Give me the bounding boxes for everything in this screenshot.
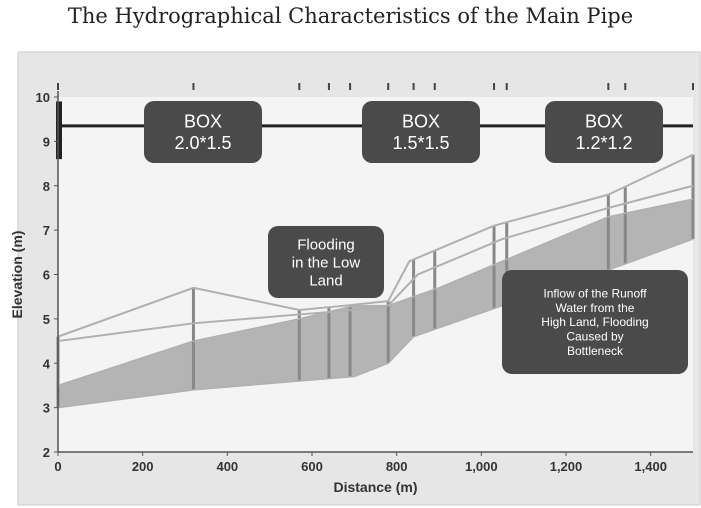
annotation-text: Inflow of the Runoff xyxy=(543,286,647,300)
x-tick-label: 0 xyxy=(54,459,61,474)
annotation-text: Flooding xyxy=(297,236,355,253)
x-tick-label: 600 xyxy=(301,459,323,474)
x-axis-label: Distance (m) xyxy=(333,479,417,495)
annotation-text: 1.2*1.2 xyxy=(575,133,632,153)
x-tick-label: 1,400 xyxy=(634,459,667,474)
x-tick-label: 200 xyxy=(132,459,154,474)
y-tick-label: 5 xyxy=(43,312,50,327)
annotation-text: BOX xyxy=(402,112,440,132)
annotation-text: 2.0*1.5 xyxy=(174,133,231,153)
annotation-text: Water from the xyxy=(556,301,635,315)
y-tick-label: 10 xyxy=(36,90,50,105)
y-tick-label: 7 xyxy=(43,223,50,238)
y-tick-label: 9 xyxy=(43,134,50,149)
figure-title: The Hydrographical Characteristics of th… xyxy=(67,4,634,28)
annotation-text: BOX xyxy=(585,112,623,132)
series-line xyxy=(57,198,694,387)
annotation-text: High Land, Flooding xyxy=(541,315,648,329)
annotation-text: Caused by xyxy=(566,330,623,344)
x-tick-label: 1,000 xyxy=(465,459,498,474)
y-tick-label: 6 xyxy=(43,268,50,283)
y-tick-label: 3 xyxy=(43,401,50,416)
series-line xyxy=(57,153,694,338)
annotation-text: 1.5*1.5 xyxy=(392,133,449,153)
start-marker xyxy=(56,101,62,160)
annotation-text: Land xyxy=(309,272,342,289)
annotation-bg xyxy=(545,101,663,163)
annotation-bg xyxy=(144,101,262,163)
y-tick-label: 8 xyxy=(43,179,50,194)
annotation-text: in the Low xyxy=(292,254,361,271)
annotation-text: BOX xyxy=(184,112,222,132)
x-tick-label: 400 xyxy=(216,459,238,474)
y-axis-label: Elevation (m) xyxy=(9,231,25,319)
x-tick-label: 1,200 xyxy=(550,459,583,474)
y-tick-label: 4 xyxy=(43,356,51,371)
x-tick-label: 800 xyxy=(386,459,408,474)
annotation-bg xyxy=(362,101,480,163)
annotation-bg xyxy=(502,270,688,374)
y-tick-label: 2 xyxy=(43,445,50,460)
annotation-text: Bottleneck xyxy=(567,344,624,358)
shaded-band xyxy=(58,199,693,408)
annotation-bg xyxy=(268,226,384,298)
